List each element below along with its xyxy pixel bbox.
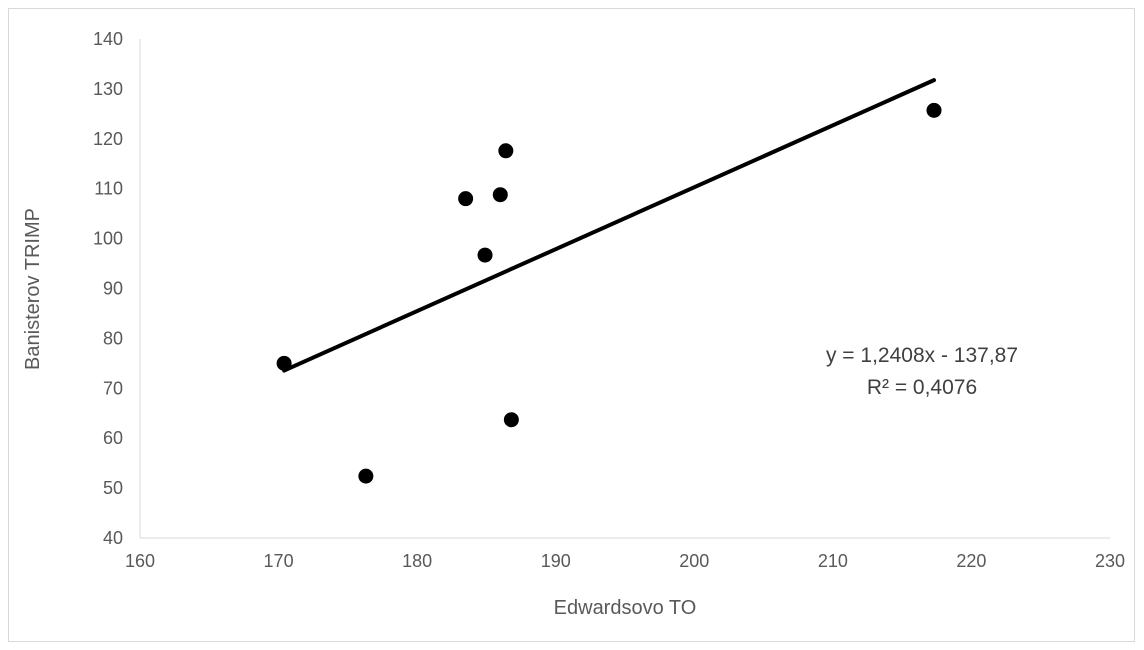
x-tick-label: 160: [125, 551, 155, 571]
y-tick-label: 40: [103, 528, 123, 548]
data-point: [926, 102, 942, 118]
y-tick-label: 100: [93, 229, 123, 249]
trendline: [282, 78, 937, 373]
data-points: [276, 102, 942, 484]
x-tick-label: 230: [1095, 551, 1125, 571]
x-tick-label: 200: [679, 551, 709, 571]
y-tick-label: 140: [93, 29, 123, 49]
x-tick-label: 180: [402, 551, 432, 571]
trendline-equation: y = 1,2408x - 137,87: [826, 344, 1018, 367]
trendline-r-squared: R² = 0,4076: [867, 376, 977, 399]
x-tick-label: 210: [818, 551, 848, 571]
y-tick-label: 60: [103, 428, 123, 448]
y-axis-title: Banisterov TRIMP: [22, 208, 44, 370]
y-tick-label: 70: [103, 378, 123, 398]
x-tick-label: 190: [541, 551, 571, 571]
chart-area: [8, 8, 1135, 642]
trendline-group: [282, 78, 937, 373]
x-tick-label: 220: [956, 551, 986, 571]
y-tick-label: 80: [103, 328, 123, 348]
data-point: [276, 355, 292, 371]
y-tick-labels: 40 50 60 70 80 90 100 110 120 130 140: [93, 29, 123, 548]
data-point: [492, 187, 508, 203]
y-tick-label: 120: [93, 129, 123, 149]
y-tick-label: 130: [93, 79, 123, 99]
x-axis-title: Edwardsovo TO: [554, 597, 697, 619]
data-point: [358, 468, 374, 484]
y-tick-label: 90: [103, 279, 123, 299]
x-tick-labels: 160 170 180 190 200 210 220 230: [125, 551, 1125, 571]
data-point: [477, 247, 493, 263]
x-tick-label: 170: [264, 551, 294, 571]
axes: [139, 39, 1110, 539]
data-point: [503, 412, 519, 428]
data-point: [498, 143, 514, 159]
y-tick-label: 50: [103, 478, 123, 498]
y-tick-label: 110: [94, 179, 123, 199]
data-point: [458, 191, 474, 207]
